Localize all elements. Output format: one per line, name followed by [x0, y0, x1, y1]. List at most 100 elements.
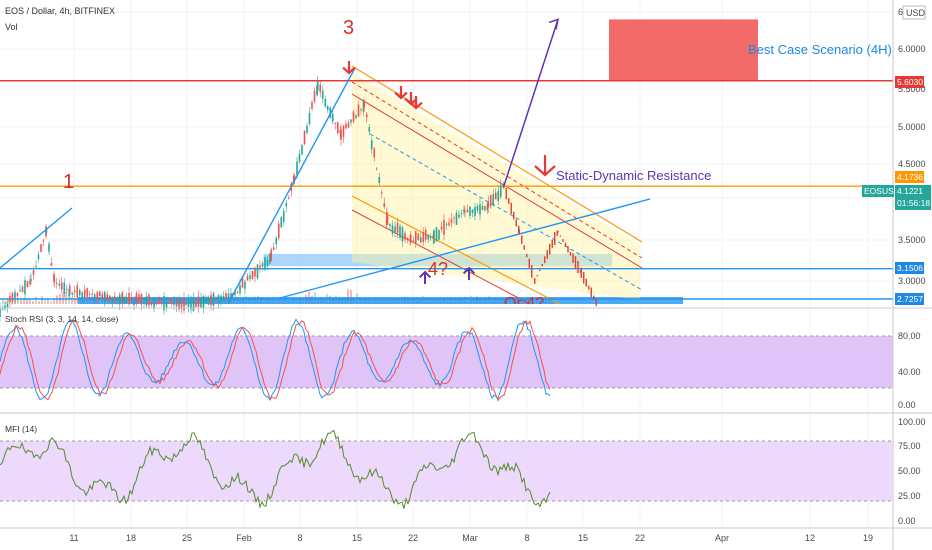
candle-body — [492, 194, 495, 206]
candle-body — [58, 283, 61, 286]
volume-bar — [35, 296, 37, 304]
volume-bar — [5, 301, 7, 304]
candle-body — [440, 226, 443, 230]
candle-body — [202, 295, 205, 309]
candle-body — [1, 308, 4, 310]
candle-body — [212, 292, 215, 306]
candle-body — [396, 222, 399, 233]
volume-label: Vol — [5, 22, 18, 32]
best-case-arrowhead — [548, 18, 559, 30]
candle-body — [220, 295, 222, 302]
candle-body — [101, 293, 104, 298]
candle-body — [108, 295, 111, 301]
candle-body — [324, 98, 327, 107]
price-tag-support: 3.1506 — [895, 262, 924, 274]
candle-body — [303, 131, 306, 145]
candle-body — [73, 290, 76, 293]
time-tick-label: 8 — [524, 533, 529, 543]
currency-badge-box[interactable] — [902, 5, 926, 20]
candle-body — [466, 209, 469, 213]
candle-body — [399, 226, 401, 238]
candle-body — [435, 227, 438, 242]
candle-body — [422, 232, 425, 243]
candle-body — [207, 298, 210, 305]
volume-bar — [8, 299, 10, 304]
candle-body — [487, 201, 490, 208]
candle-body — [249, 275, 251, 280]
candle-body — [210, 294, 212, 306]
time-tick-label: 12 — [805, 533, 815, 543]
candle-body — [311, 102, 313, 109]
candle-body — [135, 292, 138, 304]
candle-body — [163, 295, 165, 311]
price-tag-last: 4.1221 01:56:18 — [895, 185, 931, 210]
down-arrow-head — [394, 91, 408, 100]
bottom-support-zone — [78, 297, 683, 304]
candle-body — [360, 109, 362, 111]
candle-body — [86, 288, 89, 297]
volume-bar — [44, 299, 46, 304]
candle-body — [4, 305, 6, 310]
candle-body — [316, 81, 319, 91]
candle-body — [145, 296, 148, 306]
chart-title: EOS / Dollar, 4h, BITFINEX — [5, 6, 115, 16]
candle-body — [0, 308, 1, 317]
candle-body — [55, 282, 58, 284]
trendline-wave3 — [227, 67, 356, 305]
candle-body — [234, 291, 236, 296]
trendline-support — [279, 198, 651, 299]
candle-body — [301, 145, 303, 155]
candle-body — [319, 84, 322, 93]
candle-body — [88, 294, 91, 296]
time-tick-label: 22 — [635, 533, 645, 543]
candle-body — [404, 233, 406, 240]
channel-center — [369, 133, 643, 291]
candle-body — [296, 161, 298, 176]
volume-bar — [2, 299, 4, 304]
volume-bar — [74, 298, 76, 304]
candle-body — [313, 90, 316, 102]
candle-body — [106, 294, 109, 301]
candle-body — [222, 296, 225, 298]
time-axis[interactable]: 11 18 25 Feb 8 15 22 Mar 8 15 22 Apr 12 19 — [69, 533, 873, 543]
mfi-line — [0, 429, 893, 509]
candle-body — [433, 230, 435, 243]
trendlines — [0, 67, 651, 305]
stoch-rsi-title: Stoch RSI (3, 3, 14, 14, close) — [5, 314, 119, 324]
candle-body — [173, 300, 175, 305]
candle-body — [427, 234, 430, 240]
candle-body — [285, 202, 288, 207]
candle-body — [9, 295, 11, 302]
candle-body — [227, 293, 230, 301]
candle-body — [138, 294, 140, 302]
candle-body — [143, 298, 145, 303]
candle-body — [165, 301, 168, 308]
time-tick-label: Mar — [462, 533, 478, 543]
price-tick-label: 3.5000 — [898, 235, 926, 245]
candle-body — [272, 247, 275, 250]
candle-body — [479, 204, 481, 215]
candle-body — [158, 299, 160, 303]
candle-body — [130, 297, 133, 299]
candle-body — [380, 192, 383, 194]
candle-body — [71, 292, 74, 295]
candle-body — [32, 270, 35, 275]
candle-body — [438, 229, 440, 240]
candle-body — [37, 254, 40, 260]
candle-body — [217, 295, 220, 303]
candle-body — [14, 291, 16, 300]
candle-body — [239, 285, 241, 294]
candle-body — [409, 234, 412, 243]
candle-body — [42, 240, 45, 242]
candle-body — [111, 296, 114, 303]
mfi-tick-label: 75.00 — [898, 441, 921, 451]
candle-body — [414, 231, 417, 244]
volume-bar — [26, 297, 28, 304]
candle-body — [30, 279, 32, 281]
candle-body — [412, 240, 415, 242]
candle-body — [241, 277, 244, 288]
currency-badge[interactable]: USD — [906, 8, 926, 18]
stoch-rsi-lines — [0, 318, 893, 402]
candle-body — [394, 226, 396, 232]
